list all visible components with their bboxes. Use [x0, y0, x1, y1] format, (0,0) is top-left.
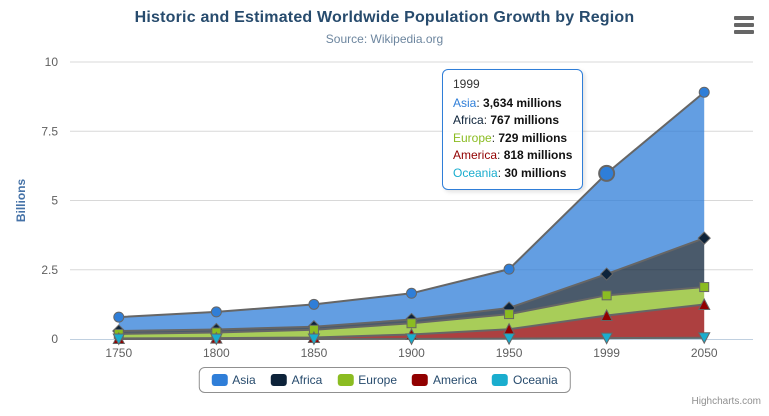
y-axis-title: Billions: [14, 179, 28, 223]
chart-subtitle: Source: Wikipedia.org: [325, 32, 444, 46]
hamburger-icon: [734, 23, 754, 27]
legend-item-america[interactable]: America: [412, 373, 477, 387]
y-axis-label: 0: [51, 332, 58, 346]
tooltip-separator: :: [497, 165, 505, 180]
tooltip-header: 1999: [453, 77, 480, 91]
point-africa-2050[interactable]: [697, 231, 711, 245]
legend-label: Africa: [291, 373, 323, 387]
point-asia-2050[interactable]: [698, 86, 710, 98]
point-oceania-1750[interactable]: [112, 333, 126, 346]
tooltip-series-value: 729 millions: [498, 130, 568, 145]
tooltip-series-name: Africa: [453, 113, 484, 127]
point-oceania-1900[interactable]: [405, 333, 418, 346]
tooltip-row-asia: Asia: 3,634 millions: [453, 95, 572, 113]
legend-swatch-oceania: [492, 374, 509, 386]
point-oceania-1800[interactable]: [210, 333, 223, 346]
export-menu-button[interactable]: [732, 15, 756, 35]
point-europe-1999[interactable]: [601, 290, 612, 301]
legend-label: Oceania: [513, 373, 558, 387]
tooltip-separator: :: [476, 95, 484, 110]
point-europe-1900[interactable]: [406, 318, 417, 329]
tooltip-row-oceania: Oceania: 30 millions: [453, 165, 572, 183]
legend-swatch-asia: [211, 374, 228, 386]
tooltip-series-value: 767 millions: [490, 113, 560, 127]
x-axis-label: 2050: [691, 346, 718, 360]
point-oceania-1950[interactable]: [502, 333, 516, 346]
tooltip-series-value: 818 millions: [503, 148, 573, 162]
x-axis-label: 1750: [105, 346, 132, 360]
tooltip-series-name: Oceania: [453, 165, 498, 180]
point-america-2050[interactable]: [697, 297, 711, 310]
x-axis-label: 1999: [593, 346, 620, 360]
point-europe-2050[interactable]: [699, 282, 710, 293]
tooltip-rows: Asia: 3,634 millions Africa: 767 millions…: [453, 95, 572, 183]
point-asia-1750[interactable]: [113, 311, 125, 323]
chart-title: Historic and Estimated Worldwide Populat…: [134, 9, 635, 26]
x-axis-label: 1800: [203, 346, 230, 360]
point-europe-1950[interactable]: [504, 309, 515, 320]
point-asia-1900[interactable]: [406, 287, 417, 299]
x-axis-label: 1900: [398, 346, 425, 360]
tooltip-separator: :: [497, 148, 504, 162]
area-america[interactable]: [118, 304, 705, 339]
x-axis-label: 1950: [496, 346, 523, 360]
y-axis-label: 7.5: [41, 124, 58, 138]
legend-swatch-europe: [337, 374, 354, 386]
tooltip-series-name: Asia: [453, 95, 477, 110]
point-oceania-2050[interactable]: [697, 332, 711, 345]
legend-label: America: [433, 373, 478, 387]
legend-swatch-africa: [270, 374, 287, 386]
tooltip: 1999 Asia: 3,634 millions Africa: 767 mil…: [442, 69, 584, 190]
tooltip-separator: :: [491, 130, 499, 145]
tooltip-separator: :: [483, 113, 491, 127]
area-africa[interactable]: [118, 238, 705, 334]
tooltip-series-name: America: [453, 148, 498, 162]
tooltip-series-value: 3,634 millions: [483, 95, 562, 110]
area-asia[interactable]: [118, 92, 705, 331]
x-axis-label: 1850: [301, 346, 328, 360]
point-america-1999[interactable]: [600, 308, 613, 322]
point-africa-1999[interactable]: [599, 267, 614, 281]
point-asia-1950[interactable]: [503, 263, 515, 275]
hover-point[interactable]: [598, 164, 616, 182]
legend-label: Europe: [358, 373, 398, 387]
tooltip-row-africa: Africa: 767 millions: [453, 112, 572, 130]
y-axis-label: 2.5: [41, 263, 58, 277]
y-axis-label: 10: [45, 55, 59, 69]
legend-item-asia[interactable]: Asia: [211, 373, 256, 387]
y-axis-label: 5: [51, 194, 58, 208]
point-oceania-1850[interactable]: [307, 333, 321, 346]
point-asia-1800[interactable]: [210, 306, 222, 318]
point-oceania-1999[interactable]: [600, 332, 613, 345]
legend: Asia Africa Europe America Oceania: [198, 367, 571, 393]
point-asia-1850[interactable]: [308, 298, 320, 310]
legend-item-europe[interactable]: Europe: [337, 373, 397, 387]
legend-label: Asia: [232, 373, 256, 387]
hamburger-icon: [734, 30, 754, 34]
legend-swatch-america: [412, 374, 429, 386]
legend-item-africa[interactable]: Africa: [270, 373, 323, 387]
tooltip-series-name: Europe: [453, 130, 492, 145]
tooltip-row-europe: Europe: 729 millions: [453, 130, 572, 148]
credits-link[interactable]: Highcharts.com: [691, 396, 761, 407]
tooltip-series-value: 30 millions: [504, 165, 567, 180]
legend-item-oceania[interactable]: Oceania: [492, 373, 558, 387]
tooltip-row-america: America: 818 millions: [453, 147, 572, 165]
hamburger-icon: [734, 16, 754, 20]
